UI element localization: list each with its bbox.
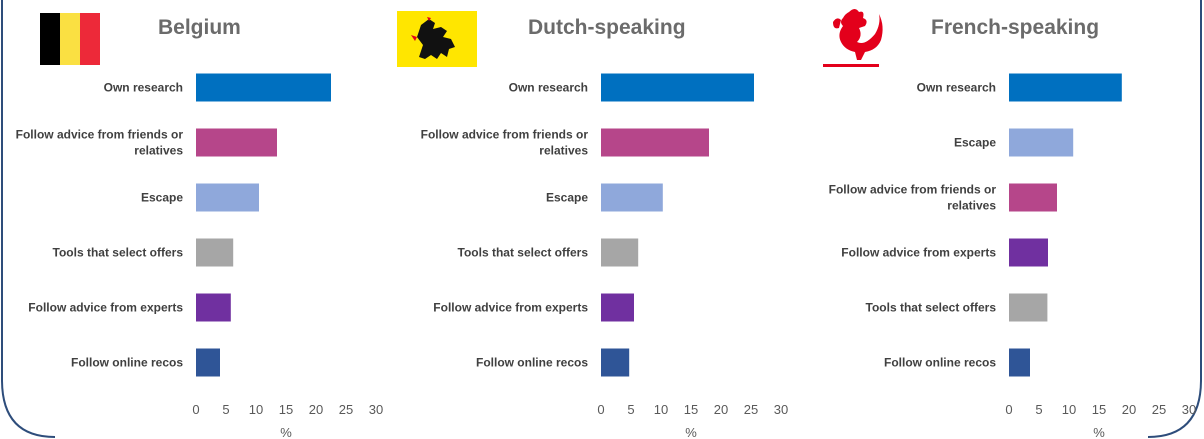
- x-axis-label: %: [1093, 425, 1105, 439]
- bar: [196, 183, 259, 212]
- category-label: Escape: [141, 191, 183, 205]
- x-tick-label: 30: [774, 402, 788, 417]
- chart-title: Dutch-speaking: [528, 16, 686, 39]
- bar: [1009, 183, 1057, 212]
- category-label: Own research: [104, 81, 183, 95]
- category-label: Follow advice from experts: [433, 301, 588, 315]
- category-label: Follow advice from experts: [28, 301, 183, 315]
- bar: [601, 238, 639, 267]
- chart-panel-belgium: Belgium Own research Follow advice from f…: [0, 0, 400, 439]
- bar: [1009, 128, 1074, 157]
- x-tick-label: 0: [597, 402, 604, 417]
- x-tick-label: 25: [744, 402, 758, 417]
- flanders-lion-flag-icon: [397, 11, 477, 67]
- wallonia-rooster-flag-icon: [823, 9, 883, 67]
- category-label: Follow advice from friends or relatives: [829, 183, 997, 213]
- category-label: Follow advice from friends or relatives: [16, 128, 184, 158]
- x-tick-label: 10: [249, 402, 263, 417]
- x-tick-label: 15: [684, 402, 698, 417]
- x-tick-label: 5: [627, 402, 634, 417]
- x-tick-label: 5: [1035, 402, 1042, 417]
- x-tick-label: 25: [1152, 402, 1166, 417]
- category-label: Own research: [509, 81, 588, 95]
- x-tick-label: 5: [222, 402, 229, 417]
- bar-chart: Own research Follow advice from friends o…: [16, 73, 383, 439]
- belgium-flag-icon: [40, 13, 100, 65]
- x-axis-label: %: [280, 425, 292, 439]
- x-tick-label: 15: [279, 402, 293, 417]
- x-tick-label: 30: [369, 402, 383, 417]
- bar: [601, 73, 754, 102]
- category-label: Tools that select offers: [458, 246, 589, 260]
- x-tick-label: 20: [714, 402, 728, 417]
- x-tick-label: 25: [339, 402, 353, 417]
- category-label: Tools that select offers: [866, 301, 997, 315]
- bar: [196, 348, 220, 377]
- bar: [1009, 73, 1122, 102]
- x-tick-label: 0: [1005, 402, 1012, 417]
- bar: [196, 238, 234, 267]
- bar: [196, 293, 231, 322]
- bar: [601, 128, 709, 157]
- chart-panel-french-speaking: French-speaking Own research Escape Follow…: [813, 0, 1204, 439]
- chart-title: French-speaking: [931, 16, 1100, 39]
- category-label: Follow online recos: [476, 356, 588, 370]
- category-label: Escape: [954, 136, 996, 150]
- category-label: Tools that select offers: [53, 246, 184, 260]
- bar-chart: Own research Follow advice from friends o…: [421, 73, 788, 439]
- bar: [601, 293, 634, 322]
- x-tick-label: 15: [1092, 402, 1106, 417]
- category-label: Follow online recos: [71, 356, 183, 370]
- category-label: Follow advice from experts: [841, 246, 996, 260]
- bar: [1009, 293, 1048, 322]
- bar: [601, 348, 630, 377]
- category-label: Follow advice from friends or relatives: [421, 128, 589, 158]
- x-tick-label: 30: [1182, 402, 1196, 417]
- x-tick-label: 20: [309, 402, 323, 417]
- chart-title: Belgium: [158, 16, 241, 39]
- category-label: Follow online recos: [884, 356, 996, 370]
- bar: [196, 128, 277, 157]
- bar: [196, 73, 331, 102]
- bar: [601, 183, 663, 212]
- bar: [1009, 238, 1048, 267]
- bar: [1009, 348, 1030, 377]
- x-tick-label: 10: [654, 402, 668, 417]
- category-label: Escape: [546, 191, 588, 205]
- x-tick-label: 10: [1062, 402, 1076, 417]
- bar-chart: Own research Escape Follow advice from fri…: [829, 73, 1196, 439]
- chart-panel-dutch-speaking: Dutch-speaking Own research Follow advice…: [397, 0, 805, 439]
- x-tick-label: 20: [1122, 402, 1136, 417]
- x-tick-label: 0: [192, 402, 199, 417]
- x-axis-label: %: [685, 425, 697, 439]
- category-label: Own research: [917, 81, 996, 95]
